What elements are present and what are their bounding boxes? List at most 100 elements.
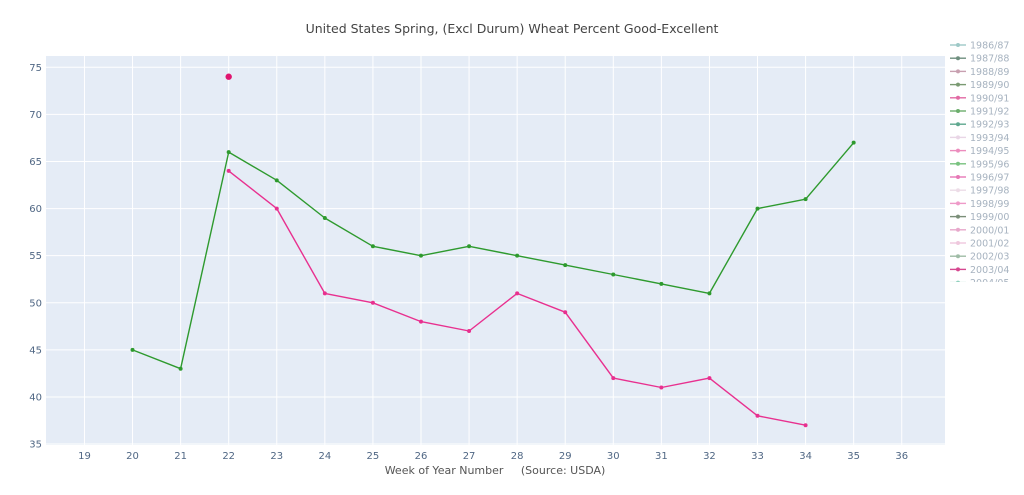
- data-point: [225, 73, 232, 80]
- x-tick-label: 30: [607, 451, 620, 462]
- legend-swatch-marker: [956, 201, 960, 206]
- data-point: [515, 253, 520, 258]
- legend-item[interactable]: 1990/91: [950, 93, 1009, 104]
- legend-swatch-marker: [956, 69, 960, 74]
- legend-label: 1994/95: [970, 146, 1009, 157]
- legend-item[interactable]: 1989/90: [950, 80, 1009, 91]
- legend-item[interactable]: 1988/89: [950, 67, 1009, 78]
- data-point: [178, 366, 183, 371]
- x-tick-label: 19: [78, 451, 91, 462]
- data-point: [755, 413, 760, 418]
- plot-background: [46, 56, 945, 445]
- legend-swatch-marker: [956, 254, 960, 259]
- data-point: [659, 385, 664, 390]
- legend-item[interactable]: 2002/03: [950, 252, 1009, 263]
- data-point: [130, 347, 135, 352]
- data-point: [611, 272, 616, 277]
- legend-swatch-marker: [956, 56, 960, 61]
- legend-item[interactable]: 1997/98: [950, 186, 1009, 197]
- x-tick-label: 26: [415, 451, 428, 462]
- data-point: [274, 206, 279, 211]
- legend-item[interactable]: 1998/99: [950, 199, 1009, 210]
- x-tick-label: 23: [270, 451, 283, 462]
- legend-swatch-marker: [956, 241, 960, 245]
- legend-item[interactable]: 1994/95: [950, 146, 1009, 157]
- legend-label: 2000/01: [970, 225, 1009, 236]
- y-tick-label: 75: [29, 63, 42, 74]
- x-tick-label: 25: [367, 451, 380, 462]
- legend-swatch-marker: [956, 43, 960, 47]
- x-tick-label: 27: [463, 451, 476, 462]
- series-line-1: [132, 142, 855, 370]
- x-tick-label: 35: [847, 451, 860, 462]
- legend-label: 1995/96: [970, 159, 1009, 170]
- legend-swatch-marker: [956, 280, 960, 282]
- x-tick-label: 28: [511, 451, 524, 462]
- y-tick-label: 40: [29, 392, 42, 403]
- x-tick-label: 34: [799, 451, 812, 462]
- data-point: [467, 244, 472, 249]
- data-point: [226, 168, 231, 173]
- y-tick-label: 50: [29, 298, 42, 309]
- legend-label: 2002/03: [970, 252, 1009, 263]
- legend-label: 1988/89: [970, 67, 1009, 78]
- data-point: [659, 281, 664, 286]
- legend-item[interactable]: 1999/00: [950, 212, 1009, 223]
- legend-swatch-marker: [956, 122, 960, 127]
- legend-swatch-marker: [956, 148, 960, 153]
- data-point: [515, 291, 520, 296]
- x-tick-label: 33: [751, 451, 764, 462]
- data-point: [370, 300, 375, 305]
- legend-swatch-marker: [956, 188, 960, 193]
- x-tick-label: 24: [318, 451, 331, 462]
- legend-item[interactable]: 2003/04: [950, 265, 1009, 276]
- legend-swatch-marker: [956, 161, 960, 166]
- legend-item[interactable]: 2004/05: [950, 278, 1009, 289]
- y-tick-label: 55: [29, 251, 42, 262]
- y-tick-label: 65: [29, 157, 42, 168]
- legend-item[interactable]: 1986/87: [950, 41, 1009, 52]
- legend-item[interactable]: 2001/02: [950, 239, 1009, 250]
- x-tick-label: 21: [174, 451, 187, 462]
- y-tick-label: 35: [29, 440, 42, 451]
- data-point: [322, 291, 327, 296]
- legend-label: 2001/02: [970, 239, 1009, 250]
- legend[interactable]: 1986/87 1987/88 1988/89 1989/90 1990/91 1991/…: [950, 41, 1009, 290]
- x-tick-label: 29: [559, 451, 572, 462]
- data-point: [707, 376, 712, 381]
- data-point: [274, 178, 279, 183]
- legend-swatch-marker: [956, 267, 960, 272]
- legend-item[interactable]: 1987/88: [950, 54, 1009, 65]
- legend-item[interactable]: 1991/92: [950, 107, 1009, 118]
- legend-label: 1989/90: [970, 80, 1009, 91]
- plot-area: 19 20 21 22 23 24 25 26 27 28 29 30 31 32 33 34 35 36 35 40…: [29, 56, 945, 462]
- legend-swatch-marker: [956, 82, 960, 87]
- legend-item[interactable]: 1995/96: [950, 159, 1009, 170]
- legend-label: 2004/05: [970, 278, 1009, 289]
- legend-item[interactable]: 2000/01: [950, 225, 1009, 236]
- legend-swatch-marker: [956, 95, 960, 100]
- legend-label: 1986/87: [970, 41, 1009, 52]
- legend-swatch-marker: [956, 135, 960, 140]
- legend-item[interactable]: 1996/97: [950, 173, 1009, 184]
- legend-label: 2003/04: [970, 265, 1009, 276]
- x-tick-label: 20: [126, 451, 139, 462]
- y-tick-label: 60: [29, 204, 42, 215]
- legend-item[interactable]: 1992/93: [950, 120, 1009, 131]
- y-tick-label: 45: [29, 345, 42, 356]
- legend-item[interactable]: 1993/94: [950, 133, 1009, 144]
- data-point: [467, 329, 472, 334]
- x-axis-title: Week of Year Number (Source: USDA): [385, 464, 606, 477]
- x-tick-label: 31: [655, 451, 668, 462]
- y-tick-label: 70: [29, 110, 42, 121]
- legend-swatch-marker: [956, 214, 960, 219]
- data-point: [803, 197, 808, 202]
- data-point: [563, 263, 568, 268]
- data-point: [370, 244, 375, 249]
- legend-label: 1990/91: [970, 93, 1009, 104]
- data-point: [418, 319, 423, 324]
- data-point: [707, 291, 712, 296]
- x-tick-label: 36: [895, 451, 908, 462]
- x-tick-label: 32: [703, 451, 716, 462]
